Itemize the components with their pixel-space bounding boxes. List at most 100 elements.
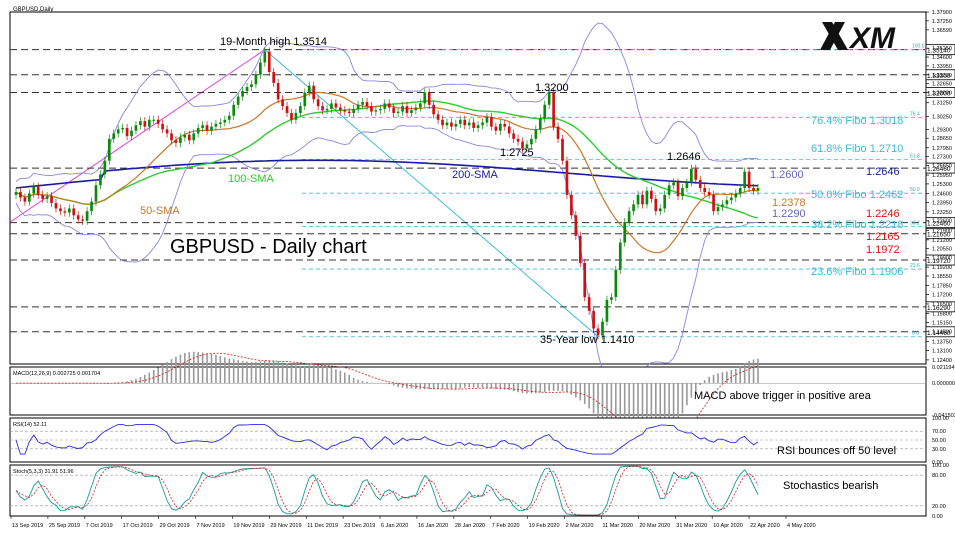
candle-body [316, 99, 320, 107]
candle-body [192, 133, 196, 141]
candle-body [441, 119, 444, 126]
annotation-200-sma: 200-SMA [452, 169, 499, 181]
candle-body [445, 122, 449, 126]
price-level-box [925, 162, 955, 174]
annotation-1-3200: 1.3200 [535, 82, 569, 94]
sma200-line [15, 159, 759, 189]
candle-body [605, 299, 609, 322]
candle-body [410, 110, 413, 113]
candle-body [85, 211, 89, 221]
candle-body [552, 92, 555, 127]
candle-body [645, 190, 649, 205]
x-tick-label: 2 Mar 2020 [566, 523, 594, 529]
candle-body [525, 144, 529, 149]
candle-body [592, 310, 595, 329]
fibo-small-label: 0.0 [912, 331, 919, 337]
candle-body [703, 188, 707, 193]
candle-body [392, 107, 395, 113]
price-level-box-label: 1.16290 [927, 305, 951, 312]
candle-body [707, 192, 711, 195]
candle-body [383, 103, 387, 109]
macd-signal-line [16, 352, 759, 442]
candle-body [134, 125, 138, 131]
y-tick-label: 1.21900 [932, 228, 952, 234]
candle-body [67, 208, 71, 213]
fibo-small-label: 76.4 [910, 111, 920, 117]
candle-body [627, 211, 631, 223]
rsi-y-tick-label: 100.00 [932, 416, 949, 422]
rsi-y-tick-label: 0.00 [932, 460, 943, 466]
y-tick-label: 1.26650 [932, 163, 952, 169]
x-tick-label: 4 May 2020 [787, 523, 816, 529]
xm-logo-slash [822, 22, 848, 50]
candle-body [143, 121, 147, 127]
rsi-line [15, 424, 759, 455]
y-tick-label: 1.25950 [932, 173, 952, 179]
xm-logo [820, 22, 848, 50]
candle-body [476, 125, 480, 128]
y-tick-label: 1.13750 [932, 339, 952, 345]
candle-body [156, 119, 160, 124]
candle-body [121, 127, 124, 130]
candle-body [245, 87, 249, 92]
candle-body [681, 188, 684, 197]
y-tick-label: 1.33950 [932, 64, 952, 70]
candle-body [227, 115, 231, 120]
candle-body [565, 160, 569, 195]
price-level-box-label: 1.33300 [927, 73, 951, 80]
fibo-small-label: 100.0 [912, 44, 925, 50]
y-tick-label: 1.27950 [932, 146, 952, 152]
candle-body [463, 119, 467, 126]
price-level-box-label: 1.35140 [927, 48, 951, 55]
candle-body [685, 182, 689, 188]
candle-body [165, 129, 169, 134]
candle-body [414, 107, 418, 111]
y-tick-label: 1.12400 [932, 358, 952, 364]
price-level-box-label: 1.19720 [927, 258, 951, 265]
rsi-y-tick-label: 30.00 [932, 447, 946, 453]
candle-body [196, 127, 200, 134]
y-tick-label: 1.32000 [932, 90, 952, 96]
fibo-label: 38.2% Fibo 1.2218 [811, 219, 903, 231]
candle-body [347, 111, 351, 113]
candle-body [725, 200, 729, 205]
candle-body [63, 211, 67, 213]
y-tick-label: 1.19900 [932, 256, 952, 262]
candle-body [170, 133, 173, 141]
candle-body [103, 160, 107, 175]
candle-body [641, 194, 644, 205]
fibo-label: 61.8% Fibo 1.2710 [811, 143, 903, 155]
candle-body [263, 51, 267, 63]
candle-body [387, 103, 391, 108]
annotation-right-1-2646: 1.2646 [866, 166, 900, 178]
candle-body [503, 123, 507, 127]
macd-label: MACD(12,26,9) 0.002725 0.001704 [13, 371, 100, 377]
candle-body [290, 112, 293, 120]
candle-body [418, 103, 422, 108]
candle-body [339, 107, 342, 111]
candle-body [112, 133, 116, 139]
candle-body [219, 122, 222, 124]
stoch-y-tick-label: 100.00 [932, 463, 949, 469]
candle-body [45, 196, 49, 199]
candle-body [214, 123, 218, 127]
y-tick-label: 1.17850 [932, 284, 952, 290]
candle-body [250, 84, 253, 88]
annotation-35-year-low: 35-Year low 1.1410 [540, 334, 634, 346]
x-tick-label: 31 Mar 2020 [676, 523, 707, 529]
candle-body [23, 197, 27, 202]
candle-body [19, 192, 22, 198]
y-tick-label: 1.15800 [932, 312, 952, 318]
candle-body [267, 51, 271, 73]
candle-body [285, 106, 289, 113]
annotation-bb-upper: 1.2600 [770, 169, 804, 181]
x-tick-label: 25 Sep 2019 [49, 523, 80, 529]
y-tick-label: 1.18550 [932, 274, 952, 280]
chart-title: GBPUSD - Daily chart [170, 236, 367, 258]
candle-body [321, 106, 324, 111]
candle-body [490, 117, 493, 127]
x-tick-label: 29 Oct 2019 [160, 523, 190, 529]
candle-body [587, 297, 591, 311]
candle-body [432, 104, 435, 115]
